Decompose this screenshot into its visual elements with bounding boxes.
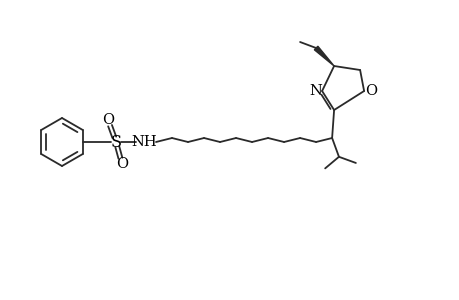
Polygon shape bbox=[313, 46, 333, 66]
Text: N: N bbox=[309, 84, 322, 98]
Text: O: O bbox=[102, 113, 114, 127]
Text: S: S bbox=[110, 134, 121, 151]
Text: O: O bbox=[116, 157, 128, 171]
Text: NH: NH bbox=[131, 135, 157, 149]
Text: O: O bbox=[364, 84, 376, 98]
